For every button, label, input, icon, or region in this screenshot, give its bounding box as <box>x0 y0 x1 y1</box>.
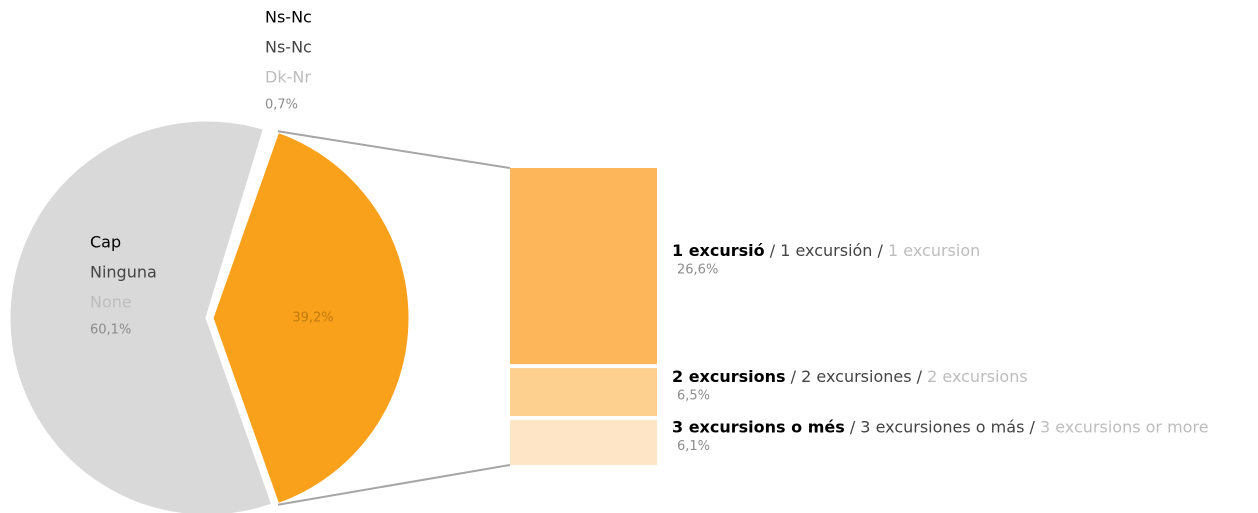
bar-label-es: 2 excursiones <box>801 367 911 386</box>
bar-segment <box>510 168 657 365</box>
pie-slice <box>210 129 412 507</box>
bar-label-en: 2 excursions <box>927 367 1028 386</box>
bar-label: 1 excursió / 1 excursión / 1 excursion <box>672 241 980 260</box>
separator: / <box>765 241 781 260</box>
slice-label: Dk-Nr <box>265 68 311 87</box>
separator: / <box>786 367 802 386</box>
separator: / <box>845 417 861 436</box>
bar-label: 3 excursions o més / 3 excursiones o más… <box>672 417 1209 436</box>
bar-label-es: 3 excursiones o más <box>860 417 1024 436</box>
slice-value: 0,7% <box>265 98 298 113</box>
bar-segment <box>510 420 657 465</box>
slice-label: Ns-Nc <box>265 8 312 27</box>
bar-label-ca: 2 excursions <box>672 367 786 386</box>
slice-value: 39,2% <box>292 311 333 326</box>
pie-slice <box>7 118 275 513</box>
bar-value: 26,6% <box>677 263 718 278</box>
slice-value: 60,1% <box>90 323 131 338</box>
pie-slice <box>205 126 275 319</box>
slice-label: None <box>90 293 132 312</box>
bar-value: 6,5% <box>677 389 710 404</box>
bar-label-ca: 1 excursió <box>672 241 765 260</box>
separator: / <box>1024 417 1040 436</box>
bar-label-es: 1 excursión <box>780 241 872 260</box>
connector-line <box>277 130 511 169</box>
bar-label-en: 1 excursion <box>888 241 980 260</box>
separator: / <box>872 241 888 260</box>
slice-label: Ninguna <box>90 263 157 282</box>
bar-label-en: 3 excursions or more <box>1040 417 1209 436</box>
slice-label: Ns-Nc <box>265 38 312 57</box>
bar-segment <box>510 368 657 417</box>
connector-line <box>277 464 511 506</box>
bar-label-ca: 3 excursions o més <box>672 417 845 436</box>
slice-label: Cap <box>90 233 121 252</box>
bar-label: 2 excursions / 2 excursiones / 2 excursi… <box>672 367 1028 386</box>
separator: / <box>912 367 928 386</box>
bar-value: 6,1% <box>677 439 710 454</box>
